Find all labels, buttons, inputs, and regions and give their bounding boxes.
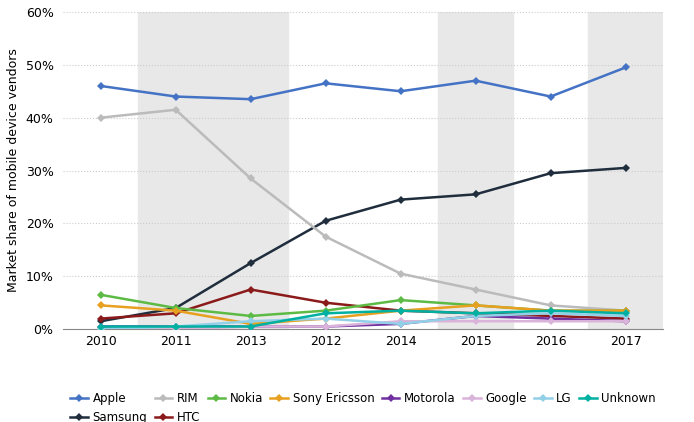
LG bbox=[246, 319, 255, 324]
Nokia bbox=[471, 303, 480, 308]
Google bbox=[471, 319, 480, 324]
Nokia bbox=[96, 292, 105, 298]
RIM bbox=[321, 234, 330, 239]
Google bbox=[96, 327, 105, 332]
HTC bbox=[396, 308, 405, 313]
LG bbox=[171, 324, 180, 329]
Line: HTC: HTC bbox=[98, 287, 629, 322]
Line: Google: Google bbox=[98, 318, 629, 332]
LG bbox=[621, 314, 629, 319]
Samsung bbox=[471, 192, 480, 197]
Line: Unknown: Unknown bbox=[98, 308, 629, 330]
LG bbox=[321, 316, 330, 321]
Apple bbox=[471, 78, 480, 83]
Apple bbox=[171, 94, 180, 99]
Bar bbox=[588, 12, 663, 329]
Bar bbox=[213, 12, 288, 329]
Line: Nokia: Nokia bbox=[98, 292, 629, 319]
Unknown bbox=[396, 308, 405, 313]
Unknown bbox=[546, 308, 555, 313]
LG bbox=[546, 311, 555, 316]
RIM bbox=[171, 107, 180, 112]
Sony Ericsson bbox=[621, 308, 629, 313]
Motorola bbox=[621, 319, 629, 324]
Motorola bbox=[546, 316, 555, 321]
HTC bbox=[96, 316, 105, 321]
RIM bbox=[546, 303, 555, 308]
Google bbox=[171, 327, 180, 332]
Sony Ericsson bbox=[96, 303, 105, 308]
Motorola bbox=[321, 324, 330, 329]
Google bbox=[546, 319, 555, 324]
Line: Samsung: Samsung bbox=[98, 165, 629, 325]
RIM bbox=[396, 271, 405, 276]
Y-axis label: Market share of mobile device vendors: Market share of mobile device vendors bbox=[7, 49, 20, 292]
Nokia bbox=[396, 298, 405, 303]
Sony Ericsson bbox=[171, 308, 180, 313]
HTC bbox=[471, 311, 480, 316]
Apple bbox=[546, 94, 555, 99]
Unknown bbox=[621, 311, 629, 316]
Unknown bbox=[171, 324, 180, 329]
Google bbox=[396, 319, 405, 324]
Line: LG: LG bbox=[98, 310, 629, 332]
Motorola bbox=[96, 324, 105, 329]
Apple bbox=[321, 81, 330, 86]
RIM bbox=[246, 176, 255, 181]
Nokia bbox=[321, 308, 330, 313]
Sony Ericsson bbox=[546, 308, 555, 313]
Samsung bbox=[246, 260, 255, 265]
Google bbox=[246, 324, 255, 329]
Sony Ericsson bbox=[471, 303, 480, 308]
Motorola bbox=[396, 321, 405, 326]
Apple bbox=[96, 84, 105, 89]
Nokia bbox=[171, 306, 180, 311]
Sony Ericsson bbox=[321, 316, 330, 321]
Samsung bbox=[546, 170, 555, 176]
Samsung bbox=[321, 218, 330, 223]
RIM bbox=[96, 115, 105, 120]
HTC bbox=[246, 287, 255, 292]
RIM bbox=[471, 287, 480, 292]
Samsung bbox=[96, 319, 105, 324]
HTC bbox=[321, 300, 330, 305]
Nokia bbox=[246, 314, 255, 319]
HTC bbox=[171, 311, 180, 316]
Unknown bbox=[321, 311, 330, 316]
Samsung bbox=[396, 197, 405, 202]
Samsung bbox=[621, 165, 629, 170]
Apple bbox=[396, 89, 405, 94]
Google bbox=[321, 324, 330, 329]
Google bbox=[621, 319, 629, 324]
Sony Ericsson bbox=[396, 308, 405, 313]
Apple bbox=[621, 65, 629, 70]
Unknown bbox=[96, 324, 105, 329]
Unknown bbox=[471, 311, 480, 316]
Apple bbox=[246, 97, 255, 102]
Bar bbox=[438, 12, 513, 329]
Motorola bbox=[471, 314, 480, 319]
HTC bbox=[621, 316, 629, 321]
Unknown bbox=[246, 324, 255, 329]
RIM bbox=[621, 308, 629, 313]
Sony Ericsson bbox=[246, 321, 255, 326]
Nokia bbox=[546, 308, 555, 313]
Line: Apple: Apple bbox=[98, 64, 629, 102]
Samsung bbox=[171, 306, 180, 311]
Legend: Apple, Samsung, RIM, HTC, Nokia, Sony Ericsson, Motorola, Google, LG, Unknown: Apple, Samsung, RIM, HTC, Nokia, Sony Er… bbox=[70, 392, 656, 422]
Bar bbox=[138, 12, 213, 329]
HTC bbox=[546, 314, 555, 319]
LG bbox=[396, 321, 405, 326]
LG bbox=[96, 327, 105, 332]
Motorola bbox=[171, 324, 180, 329]
Motorola bbox=[246, 324, 255, 329]
Line: Sony Ericsson: Sony Ericsson bbox=[98, 302, 629, 327]
Line: RIM: RIM bbox=[98, 107, 629, 314]
Line: Motorola: Motorola bbox=[98, 313, 629, 330]
Nokia bbox=[621, 308, 629, 313]
LG bbox=[471, 314, 480, 319]
